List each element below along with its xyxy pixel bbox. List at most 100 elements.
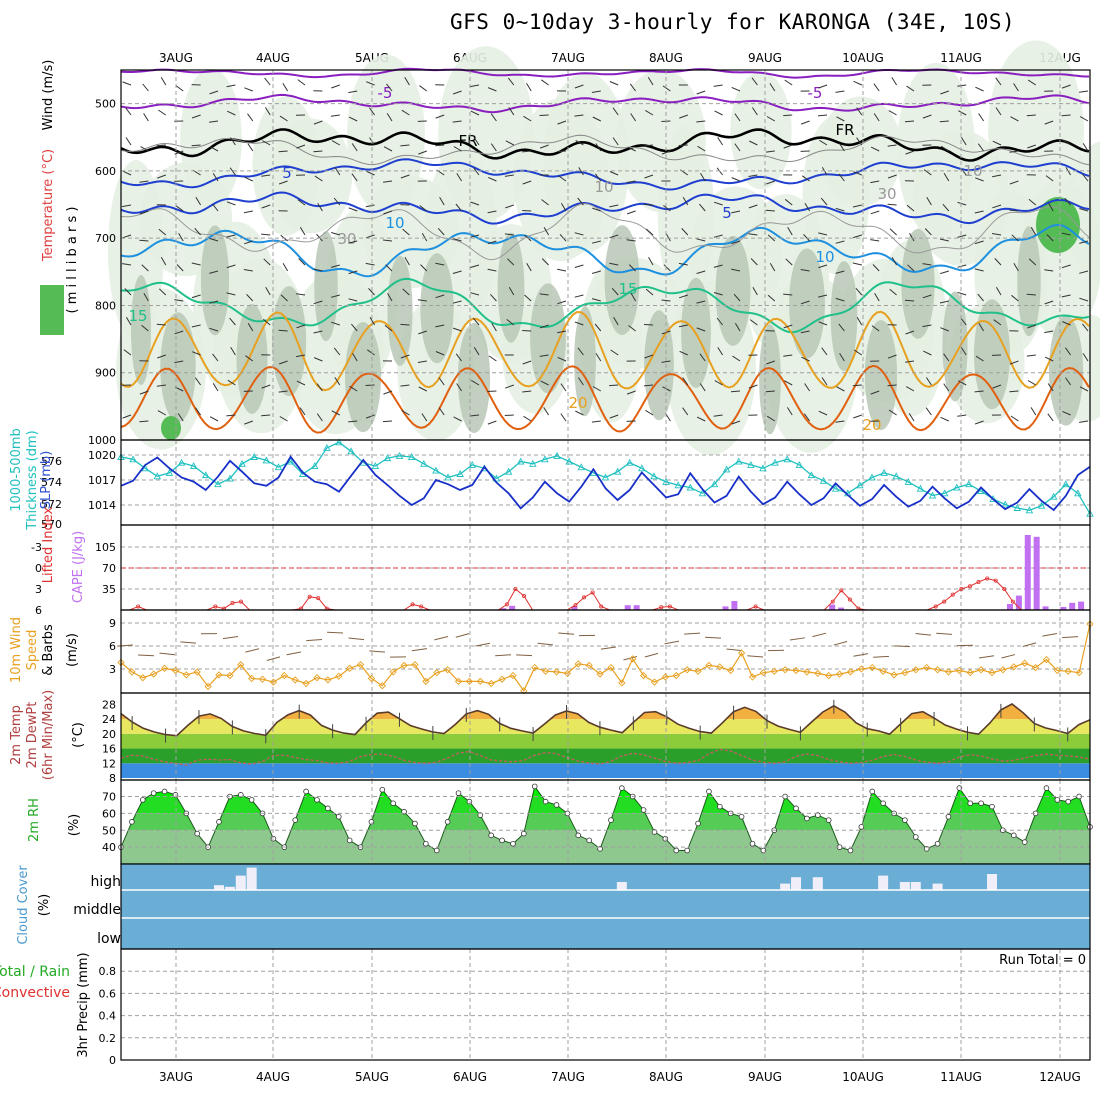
- surface-wind-barb: [558, 632, 575, 635]
- rh-marker: [412, 820, 418, 827]
- thickness-marker: [395, 451, 404, 459]
- lifted-index-marker: [307, 594, 312, 599]
- surface-wind-barb: [286, 651, 302, 656]
- wind-barb: [504, 414, 514, 416]
- temp-tick: 12: [102, 757, 116, 770]
- wind-barb: [299, 407, 306, 416]
- wind-barb: [226, 292, 236, 296]
- wind-speed-marker: [999, 666, 1007, 674]
- isotherm-label: -5: [808, 84, 823, 102]
- wind-barb: [957, 264, 967, 268]
- wind-barb: [194, 227, 201, 236]
- wind-barb: [226, 414, 236, 417]
- wind-barb: [609, 204, 619, 208]
- wind-barb: [472, 317, 480, 326]
- wind-barb: [909, 232, 915, 242]
- wind-barb: [592, 207, 601, 212]
- rh-axis-label: 2m RH: [27, 798, 42, 842]
- wind-barb: [679, 350, 689, 356]
- thickness-marker: [686, 483, 695, 491]
- precip-tick: 0.4: [99, 1010, 117, 1023]
- thickness-marker: [444, 473, 452, 481]
- wind-barb: [435, 351, 445, 356]
- wind-barb: [925, 407, 932, 416]
- thickness-marker: [420, 459, 428, 467]
- lifted-index-marker: [950, 592, 955, 597]
- wind-barb: [679, 294, 688, 299]
- wind-barb: [400, 354, 410, 359]
- wind-barb: [435, 324, 445, 328]
- cape-bar: [633, 605, 640, 610]
- day-label-top: 4AUG: [256, 51, 290, 65]
- wind-barb: [696, 300, 706, 304]
- wind-barb: [421, 232, 428, 242]
- precip-axis-label: 3hr Precip (mm): [76, 952, 91, 1057]
- thickness-marker: [468, 460, 477, 468]
- thickness-marker: [880, 468, 888, 476]
- day-label-bottom: 12AUG: [1039, 1070, 1081, 1084]
- wind-barb: [835, 207, 845, 212]
- wind-barb: [261, 233, 271, 236]
- rh-marker: [129, 819, 135, 825]
- rh-shading-mid: [1017, 226, 1041, 337]
- wind-barb: [610, 349, 619, 356]
- surface-wind-barb: [853, 653, 869, 657]
- wind-barb: [714, 380, 723, 386]
- rh-marker: [804, 815, 810, 822]
- wind-barb: [158, 109, 167, 116]
- wind-barb: [925, 377, 932, 386]
- wind-barb: [630, 113, 637, 122]
- thickness-marker: [625, 458, 634, 466]
- rh-marker: [684, 847, 690, 854]
- wind-barb: [645, 288, 654, 296]
- wind-barb: [1079, 420, 1089, 423]
- wind-speed-marker: [552, 668, 561, 676]
- wind-barb: [1044, 120, 1054, 125]
- wind-barb: [678, 262, 688, 266]
- wind-barb: [1064, 347, 1072, 356]
- wind-barb: [645, 228, 654, 236]
- surface-wind-barb: [369, 650, 386, 653]
- day-label-bottom: 10AUG: [842, 1070, 884, 1084]
- wind-speed-marker: [727, 666, 735, 675]
- wind-barb: [471, 379, 480, 386]
- wind-barb: [330, 264, 340, 268]
- thickness-marker: [795, 460, 804, 468]
- wind-barb: [1026, 354, 1036, 357]
- wind-barb: [940, 145, 950, 152]
- thickness-marker: [153, 472, 162, 480]
- wind-tick: 6: [109, 640, 116, 653]
- wind-barb: [437, 227, 445, 236]
- wind-barb: [157, 354, 166, 359]
- wind-barb: [226, 234, 236, 238]
- wind-barb: [609, 262, 619, 266]
- wind-barb: [835, 297, 845, 302]
- rh-marker: [880, 800, 886, 807]
- wind-barb: [487, 240, 497, 245]
- wind-barb: [783, 114, 793, 117]
- wind-barb: [522, 210, 532, 212]
- wind-barb: [174, 330, 184, 335]
- thickness-marker: [1013, 504, 1022, 511]
- wind-speed-marker: [313, 674, 321, 682]
- thickness-marker: [1062, 480, 1070, 488]
- wind-barb: [974, 210, 984, 214]
- wind-speed-marker: [411, 661, 419, 669]
- wind-barb: [122, 204, 132, 208]
- lifted-index-marker: [410, 602, 415, 607]
- wind-barb: [940, 416, 950, 422]
- wind-barb: [974, 268, 984, 272]
- wind-barb: [488, 355, 497, 362]
- wind-barb: [487, 210, 497, 214]
- day-label-bottom: 4AUG: [256, 1070, 290, 1084]
- cape-bar: [1078, 601, 1085, 610]
- wind-barb: [334, 377, 341, 386]
- minmax-axis-label: (6hr Min/Max): [41, 690, 56, 780]
- wind-barb: [139, 180, 149, 183]
- lifted-index-line: [121, 577, 1090, 611]
- wind-speed-marker: [574, 660, 582, 668]
- wind-barb: [418, 330, 427, 335]
- rh-marker: [172, 792, 179, 798]
- temp-band: [121, 763, 1090, 778]
- wind-barb: [417, 299, 427, 302]
